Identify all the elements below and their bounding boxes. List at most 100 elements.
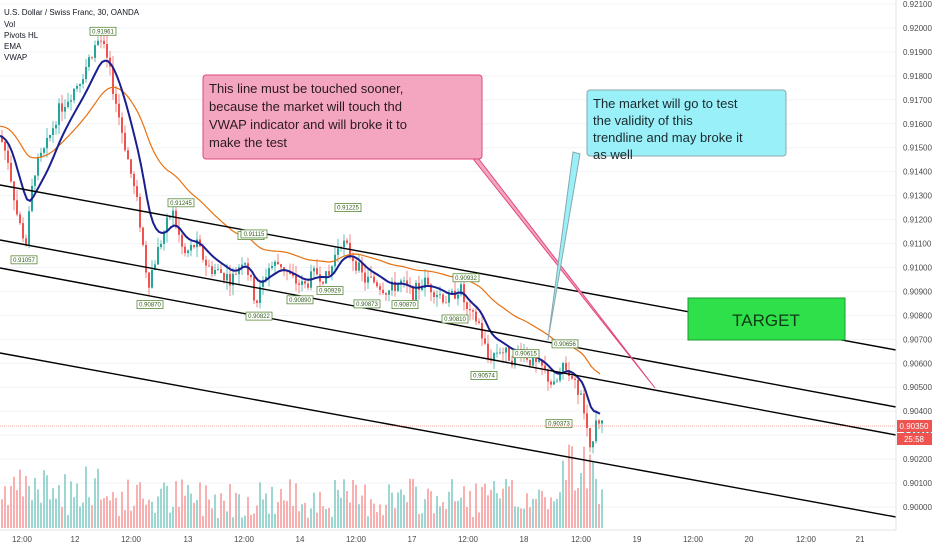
- volume-bar: [454, 501, 456, 528]
- pivot-box: [167, 198, 195, 208]
- candle-body: [4, 141, 6, 151]
- volume-bar: [325, 508, 327, 528]
- target-box[interactable]: TARGET: [687, 297, 846, 341]
- pivot-label: 0.90373: [545, 419, 573, 429]
- candle-body: [478, 321, 480, 324]
- pivot-value: 0.91225: [337, 206, 359, 212]
- candle-body: [535, 357, 537, 362]
- volume-bar: [502, 488, 504, 528]
- trend-line[interactable]: [0, 352, 897, 518]
- candle-body: [574, 378, 576, 380]
- candle-body: [241, 264, 243, 268]
- volume-bar: [298, 511, 300, 528]
- candle-body: [289, 271, 291, 274]
- candle-body: [454, 290, 456, 299]
- volume-bar: [469, 490, 471, 528]
- trend-line[interactable]: [0, 239, 897, 408]
- candle-body: [328, 271, 330, 276]
- pivot-label: 0.91961: [89, 26, 117, 36]
- candle-body: [316, 268, 318, 275]
- candle-body: [268, 268, 270, 278]
- y-tick-label: 0.91300: [903, 192, 932, 201]
- pivot-value: 0.90615: [515, 352, 537, 358]
- y-tick-label: 0.90400: [903, 407, 932, 416]
- indicator-name[interactable]: Pivots HL: [4, 31, 39, 40]
- volume-bar: [595, 478, 597, 528]
- volume-bar: [145, 504, 147, 528]
- pivot-label: 0.91057: [10, 255, 38, 265]
- volume-bar: [550, 497, 552, 528]
- volume-bar: [220, 493, 222, 528]
- volume-bar: [94, 478, 96, 528]
- volume-bar: [490, 489, 492, 528]
- volume-bar: [1, 499, 3, 528]
- trend-line[interactable]: [0, 267, 897, 436]
- volume-bar: [424, 499, 426, 528]
- pivot-box: [334, 203, 362, 212]
- volume-bar: [115, 497, 117, 528]
- volume-bar: [265, 493, 267, 528]
- candle-body: [421, 287, 423, 291]
- volume-bar: [205, 485, 207, 528]
- x-tick-label: 12:00: [683, 535, 704, 544]
- ema-line: [0, 86, 601, 375]
- x-tick-label: 13: [184, 535, 193, 544]
- volume-bar: [376, 512, 378, 528]
- volume-bar: [247, 496, 249, 528]
- annotation-cyan[interactable]: The market will go to test the validity o…: [547, 89, 787, 341]
- x-tick-label: 12:00: [121, 535, 142, 544]
- volume-bar: [466, 506, 468, 528]
- volume-bar: [406, 502, 408, 528]
- volume-bar: [100, 499, 102, 528]
- pivot-value: 0.90932: [455, 276, 477, 282]
- volume-bar: [136, 484, 138, 528]
- volume-bar: [601, 489, 603, 528]
- volume-bar: [349, 502, 351, 528]
- candle-body: [79, 83, 81, 86]
- volume-bar: [562, 460, 564, 528]
- x-tick-label: 17: [408, 535, 417, 544]
- volume-bar: [43, 470, 45, 528]
- candle-body: [100, 40, 102, 42]
- pivot-value: 0.90890: [289, 298, 311, 304]
- indicator-legend: U.S. Dollar / Swiss Franc, 30, OANDA Vol P…: [4, 8, 140, 62]
- pivot-value: 0.90822: [248, 314, 270, 320]
- indicator-name[interactable]: Vol: [4, 20, 15, 29]
- candle-body: [487, 343, 489, 359]
- y-axis[interactable]: 0.92100 0.92000 0.91900 0.91800 0.91700 0.916…: [903, 0, 932, 512]
- volume-bar: [280, 489, 282, 528]
- volume-bar: [433, 513, 435, 528]
- volume-bar: [487, 495, 489, 528]
- candle-body: [376, 282, 378, 287]
- volume-bar: [472, 517, 474, 528]
- candle-body: [181, 234, 183, 247]
- pivot-label: 0.90822: [245, 311, 273, 321]
- pivot-box: [391, 300, 419, 310]
- volume-bar: [373, 503, 375, 528]
- indicator-name[interactable]: VWAP: [4, 53, 27, 62]
- volume-bar: [151, 501, 153, 528]
- candle-body: [445, 302, 447, 304]
- volume-bar: [286, 500, 288, 528]
- pivot-box: [353, 299, 381, 309]
- annotation-pink[interactable]: This line must be touched sooner, because…: [202, 74, 656, 389]
- candle-body: [568, 370, 570, 376]
- pivot-box: [10, 255, 38, 265]
- candle-body: [16, 200, 18, 215]
- pivot-box: [245, 311, 273, 321]
- x-axis[interactable]: 12:00 12 12:00 13 12:00 14 12:00 17 12:00 18 12:00…: [12, 535, 865, 544]
- candle-body: [430, 284, 432, 293]
- candle-body: [550, 381, 552, 385]
- candle-body: [475, 311, 477, 322]
- volume-bar: [409, 478, 411, 528]
- candle-body: [103, 40, 105, 44]
- candle-body: [589, 428, 591, 448]
- volume-bar: [268, 513, 270, 528]
- pivot-label: 0.90890: [286, 295, 314, 305]
- volume-bar: [223, 500, 225, 528]
- indicator-name[interactable]: EMA: [4, 42, 22, 51]
- volume-bar: [142, 498, 144, 528]
- pivot-box: [452, 273, 480, 283]
